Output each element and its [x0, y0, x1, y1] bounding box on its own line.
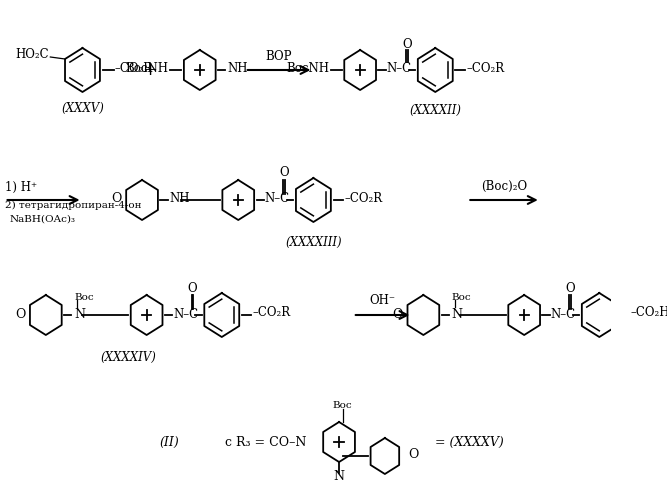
- Text: c R₃ = CO–N: c R₃ = CO–N: [225, 436, 307, 448]
- Text: OH⁻: OH⁻: [369, 294, 395, 308]
- Text: NH: NH: [227, 62, 247, 74]
- Text: O: O: [408, 448, 418, 462]
- Text: (XXXXIII): (XXXXIII): [285, 236, 342, 248]
- Text: O: O: [402, 38, 412, 51]
- Text: N: N: [452, 308, 463, 320]
- Text: Boc: Boc: [452, 294, 472, 302]
- Text: O: O: [392, 308, 403, 320]
- Text: O: O: [565, 282, 575, 294]
- Text: (Boc)₂O: (Boc)₂O: [481, 180, 527, 192]
- Text: O: O: [279, 166, 289, 179]
- Text: N–C: N–C: [551, 308, 576, 320]
- Text: NaBH(OAc)₃: NaBH(OAc)₃: [9, 214, 75, 224]
- Text: –CO₂R: –CO₂R: [115, 62, 153, 74]
- Text: BocNH: BocNH: [286, 62, 329, 74]
- Text: N: N: [74, 308, 85, 320]
- Text: O: O: [15, 308, 25, 320]
- Text: = (XXXXV): = (XXXXV): [436, 436, 504, 448]
- Text: O: O: [187, 282, 197, 294]
- Text: N–C: N–C: [387, 62, 412, 76]
- Text: N: N: [334, 470, 345, 482]
- Text: –CO₂R: –CO₂R: [253, 306, 291, 320]
- Text: 2) тетрагидропиран-4-он: 2) тетрагидропиран-4-он: [5, 200, 142, 209]
- Text: BocNH: BocNH: [125, 62, 169, 74]
- Text: –CO₂H: –CO₂H: [630, 306, 667, 320]
- Text: HO₂C: HO₂C: [15, 48, 49, 62]
- Text: (XXXXIV): (XXXXIV): [100, 350, 156, 364]
- Text: –CO₂R: –CO₂R: [466, 62, 504, 74]
- Text: Boc: Boc: [333, 402, 353, 410]
- Text: BOP: BOP: [265, 50, 292, 62]
- Text: (II): (II): [159, 436, 179, 448]
- Text: +: +: [142, 61, 157, 79]
- Text: NH: NH: [169, 192, 190, 204]
- Text: Boc: Boc: [74, 294, 94, 302]
- Text: (XXXV): (XXXV): [61, 102, 104, 114]
- Text: (XXXXII): (XXXXII): [410, 104, 462, 117]
- Text: –CO₂R: –CO₂R: [345, 192, 383, 204]
- Text: N–C: N–C: [173, 308, 198, 320]
- Text: O: O: [111, 192, 121, 205]
- Text: N–C: N–C: [265, 192, 290, 205]
- Text: 1) H⁺: 1) H⁺: [5, 180, 37, 194]
